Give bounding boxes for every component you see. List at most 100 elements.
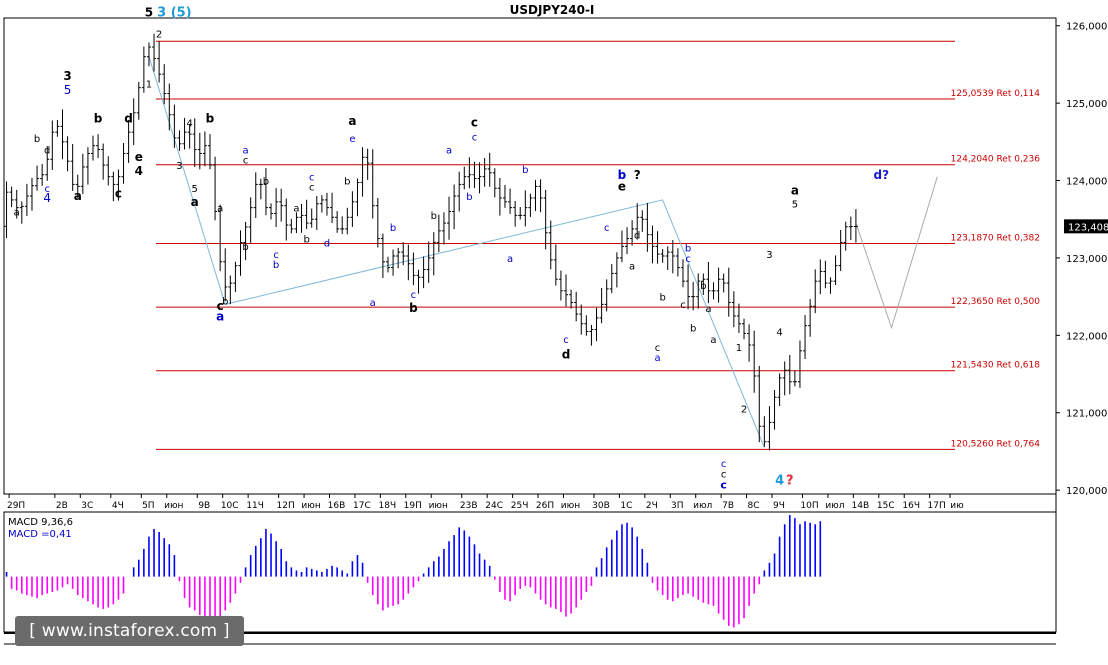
time-tick-label: 12П: [277, 501, 295, 511]
price-bar: [197, 132, 202, 170]
time-tick-label: июн: [561, 501, 580, 511]
price-bar: [391, 249, 396, 276]
price-bar: [431, 232, 436, 276]
price-bar: [823, 260, 828, 289]
price-bar: [335, 211, 340, 233]
price-bar: [497, 177, 502, 216]
wave-label: 5: [192, 184, 198, 195]
price-bar: [340, 216, 345, 234]
time-tick-label: 24С: [485, 501, 503, 511]
price-bar: [457, 171, 462, 212]
time-tick-label: 16В: [328, 501, 346, 511]
price-bar: [172, 104, 177, 148]
price-bar: [436, 214, 441, 253]
price-bar: [675, 248, 680, 277]
price-bar: [406, 244, 411, 281]
time-tick-label: 16Ч: [902, 501, 920, 511]
wave-label: b: [222, 296, 228, 307]
price-bar: [508, 188, 513, 214]
price-bar: [558, 270, 563, 301]
wave-label: c: [721, 470, 727, 481]
price-bar: [136, 81, 141, 120]
price-bar: [599, 287, 604, 324]
wave-label: b: [242, 242, 248, 253]
macd-value-label: MACD =0,41: [8, 529, 72, 540]
price-bar: [385, 256, 390, 273]
wave-label: a: [217, 203, 223, 214]
price-bar: [80, 153, 85, 195]
wave-label: 1: [736, 343, 742, 354]
wave-line: [855, 176, 938, 330]
price-bar: [462, 166, 467, 190]
price-bar: [518, 207, 523, 220]
price-bar: [584, 315, 589, 336]
price-bar: [482, 158, 487, 187]
wave-label: c: [309, 173, 315, 184]
price-bar: [355, 178, 360, 217]
price-bar: [85, 147, 90, 185]
time-tick-label: 11Ч: [246, 501, 264, 511]
price-bar: [360, 147, 365, 197]
wave-label: b: [34, 134, 40, 145]
wave-label: 1: [146, 80, 152, 91]
price-bar: [640, 210, 645, 232]
price-bar: [833, 255, 838, 286]
price-bar: [660, 248, 665, 263]
wave-label: 4: [43, 191, 51, 205]
price-bar: [177, 130, 182, 151]
wave-label: 3 (5): [157, 5, 192, 20]
wave-label: b: [690, 323, 696, 334]
price-bar: [665, 246, 670, 270]
fib-level-label: 120,5260 Ret 0,764: [951, 439, 1041, 449]
wave-label: c: [243, 156, 249, 167]
wave-label: c: [721, 459, 727, 470]
price-bar: [121, 143, 126, 184]
chart-frame: [3, 17, 1057, 645]
price-bar: [243, 221, 248, 261]
wave-label: b: [273, 260, 279, 271]
price-bar: [152, 33, 157, 72]
price-bar: [213, 156, 218, 221]
wave-label: a: [705, 304, 711, 315]
price-bar: [579, 304, 584, 335]
price-tick-label: 120,000: [1066, 486, 1107, 497]
time-tick-label: июл: [825, 501, 844, 511]
time-tick-label: июл: [693, 501, 712, 511]
price-bar: [721, 273, 726, 293]
price-bar: [777, 373, 782, 407]
price-bar: [65, 136, 70, 172]
price-bar: [487, 152, 492, 187]
price-bar: [757, 365, 762, 443]
fib-level-label: 124,2040 Ret 0,236: [951, 155, 1041, 165]
wave-label: 4: [776, 327, 782, 338]
price-bar: [853, 209, 858, 243]
price-bar: [106, 156, 111, 186]
wave-label: b: [700, 281, 706, 292]
price-bar: [772, 389, 777, 430]
price-bar: [279, 188, 284, 222]
price-bar: [223, 248, 228, 302]
price-bar: [330, 192, 335, 224]
time-tick-label: 25Ч: [511, 501, 529, 511]
wave-label: b: [522, 165, 528, 176]
price-bar: [808, 299, 813, 337]
price-bar: [477, 162, 482, 194]
price-bar: [304, 199, 309, 230]
price-bar: [370, 149, 375, 219]
price-bar: [375, 198, 380, 248]
price-bar: [289, 218, 294, 234]
price-bar: [284, 198, 289, 241]
price-bar: [202, 131, 207, 167]
price-bar: [187, 124, 192, 149]
wave-label: b: [344, 176, 350, 187]
price-bar: [162, 64, 167, 105]
price-bar: [40, 163, 45, 186]
time-tick-label: 2В: [56, 501, 68, 511]
price-bar: [828, 277, 833, 294]
price-bar: [752, 330, 757, 393]
price-bar: [630, 220, 635, 246]
fib-level-label: 123,1870 Ret 0,382: [951, 233, 1040, 243]
